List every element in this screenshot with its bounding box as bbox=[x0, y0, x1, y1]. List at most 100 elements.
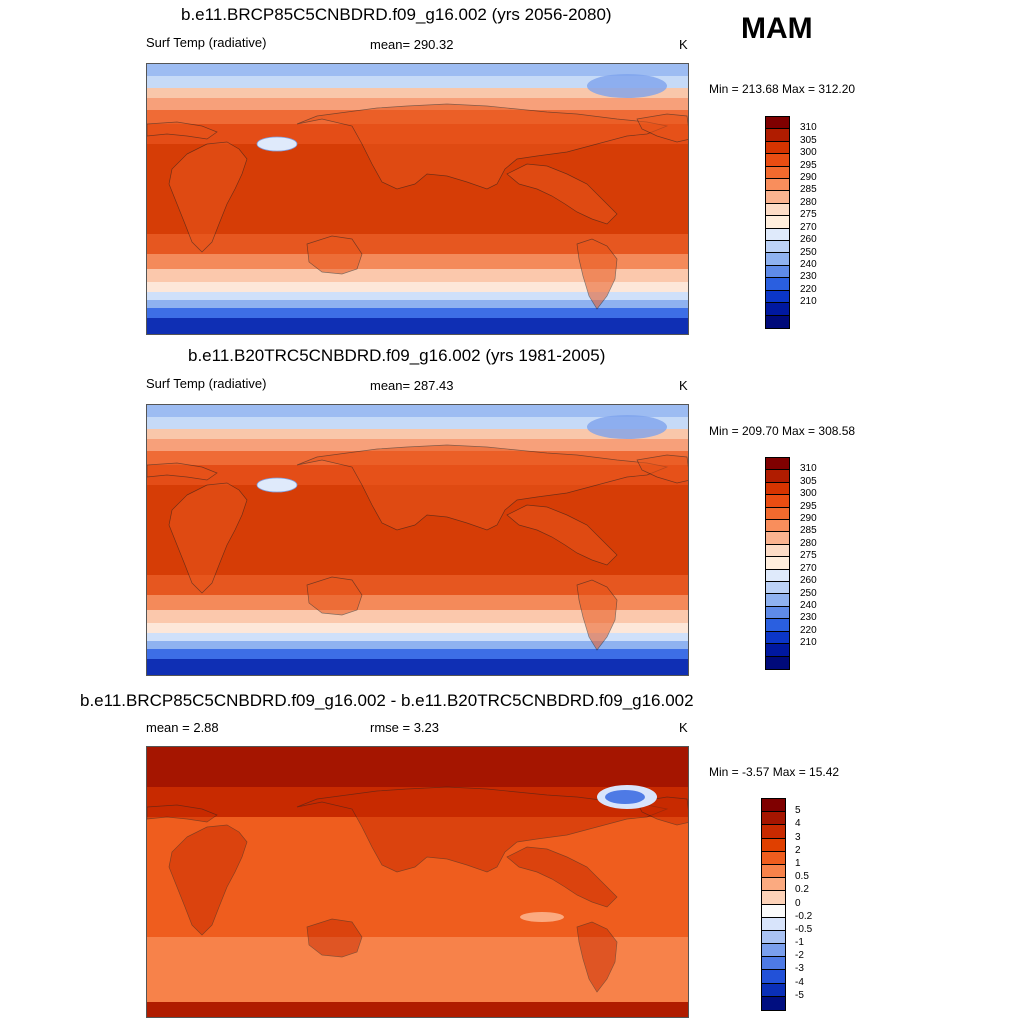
colorbar-swatch bbox=[766, 278, 789, 291]
panel-1-units-label: K bbox=[679, 37, 688, 52]
map-band bbox=[147, 88, 688, 98]
colorbar-swatch bbox=[766, 544, 789, 558]
colorbar-tick-label: 270 bbox=[800, 562, 817, 574]
colorbar-swatch bbox=[762, 825, 785, 839]
colorbar-tick-label: 3 bbox=[795, 831, 801, 843]
colorbar-swatch bbox=[766, 253, 789, 266]
panel-2-variable-label: Surf Temp (radiative) bbox=[146, 376, 267, 391]
coastline bbox=[147, 462, 218, 481]
map-band bbox=[147, 318, 688, 334]
panel-3-units-label: K bbox=[679, 720, 688, 735]
map-band bbox=[147, 234, 688, 254]
colorbar-tick-label: 275 bbox=[800, 550, 817, 562]
colorbar-tick-label: 290 bbox=[800, 172, 817, 184]
season-label: MAM bbox=[741, 12, 813, 45]
colorbar-tick-label: -0.2 bbox=[795, 910, 813, 922]
colorbar-swatch bbox=[762, 996, 785, 1010]
colorbar-tick-label: 220 bbox=[800, 624, 817, 636]
colorbar-tick-label: 295 bbox=[800, 159, 817, 171]
colorbar-swatch bbox=[762, 878, 785, 892]
panel-3-map-field bbox=[147, 747, 688, 1017]
colorbar-swatch bbox=[766, 569, 789, 583]
colorbar-swatch bbox=[766, 470, 789, 483]
colorbar-tick-label: 300 bbox=[800, 488, 817, 500]
colorbar-swatch bbox=[766, 265, 789, 279]
panel-2-minmax: Min = 209.70 Max = 308.58 bbox=[709, 424, 856, 438]
panel-1-colorbar bbox=[765, 116, 790, 329]
colorbar-swatch bbox=[766, 241, 789, 254]
colorbar-tick-label: 295 bbox=[800, 500, 817, 512]
colorbar-tick-label: 310 bbox=[800, 463, 817, 475]
colorbar-swatch bbox=[766, 631, 789, 645]
colorbar-tick-label: 310 bbox=[800, 122, 817, 134]
map-band bbox=[147, 649, 688, 659]
map-band bbox=[147, 429, 688, 439]
colorbar-swatch bbox=[762, 944, 785, 958]
colorbar-tick-label: -4 bbox=[795, 976, 804, 988]
arctic-cold-patch bbox=[587, 415, 667, 439]
colorbar-tick-label: 5 bbox=[795, 805, 801, 817]
colorbar-tick-label: -3 bbox=[795, 963, 804, 975]
panel-3-minmax: Min = -3.57 Max = 15.42 bbox=[709, 765, 840, 779]
colorbar-tick-label: 230 bbox=[800, 271, 817, 283]
colorbar-swatch bbox=[762, 930, 785, 945]
colorbar-tick-label: 280 bbox=[800, 537, 817, 549]
colorbar-tick-label: 1 bbox=[795, 857, 801, 869]
colorbar-swatch bbox=[766, 520, 789, 533]
colorbar-swatch bbox=[766, 557, 789, 570]
colorbar-tick-label: 250 bbox=[800, 587, 817, 599]
map-band bbox=[147, 575, 688, 595]
map-band bbox=[147, 417, 688, 429]
coastline bbox=[168, 141, 248, 253]
colorbar-swatch bbox=[766, 129, 789, 142]
colorbar-swatch bbox=[766, 458, 789, 471]
coastline bbox=[576, 238, 618, 310]
coastline bbox=[636, 113, 688, 143]
north-atlantic-anomaly-core bbox=[605, 790, 645, 804]
colorbar-swatch bbox=[766, 507, 789, 521]
colorbar-tick-label: -2 bbox=[795, 950, 804, 962]
map-band bbox=[147, 300, 688, 308]
coastline bbox=[636, 454, 688, 484]
colorbar-swatch bbox=[762, 983, 785, 997]
colorbar-swatch bbox=[762, 957, 785, 971]
colorbar-swatch bbox=[762, 864, 785, 879]
map-band bbox=[147, 641, 688, 649]
colorbar-swatch bbox=[762, 812, 785, 826]
colorbar-tick-label: 210 bbox=[800, 296, 817, 308]
map-band bbox=[147, 633, 688, 641]
panel-2-map bbox=[146, 404, 689, 676]
panel-1-variable-label: Surf Temp (radiative) bbox=[146, 35, 267, 50]
map-band bbox=[147, 1002, 688, 1017]
map-band bbox=[147, 610, 688, 623]
colorbar-tick-label: 0.2 bbox=[795, 884, 809, 896]
coastline bbox=[306, 576, 363, 616]
coastline bbox=[576, 921, 618, 993]
panel-3-colorbar bbox=[761, 798, 786, 1011]
coastline bbox=[168, 824, 248, 936]
coastline bbox=[296, 103, 669, 190]
colorbar-swatch bbox=[762, 799, 785, 813]
south-pacific-patch bbox=[520, 912, 564, 922]
colorbar-tick-label: 275 bbox=[800, 209, 817, 221]
panel-2-colorbar bbox=[765, 457, 790, 670]
colorbar-tick-label: 285 bbox=[800, 184, 817, 196]
colorbar-swatch bbox=[766, 117, 789, 130]
colorbar-tick-label: 285 bbox=[800, 525, 817, 537]
map-band bbox=[147, 269, 688, 282]
colorbar-swatch bbox=[766, 606, 789, 620]
colorbar-swatch bbox=[766, 141, 789, 155]
coastline bbox=[506, 163, 618, 225]
colorbar-tick-label: 260 bbox=[800, 575, 817, 587]
colorbar-swatch bbox=[762, 838, 785, 852]
panel-1-colorbar-ticks: 310 305 300 295 290 285 280 275 270 260 250 240 230 2… bbox=[800, 116, 840, 329]
panel-1-mean-label: mean= 290.32 bbox=[370, 37, 454, 52]
colorbar-tick-label: 220 bbox=[800, 283, 817, 295]
map-band bbox=[147, 405, 688, 417]
coastline bbox=[306, 918, 363, 958]
colorbar-tick-label: 280 bbox=[800, 196, 817, 208]
colorbar-swatch bbox=[762, 917, 785, 931]
coastline bbox=[306, 235, 363, 275]
colorbar-swatch bbox=[766, 203, 789, 217]
colorbar-swatch bbox=[766, 495, 789, 508]
